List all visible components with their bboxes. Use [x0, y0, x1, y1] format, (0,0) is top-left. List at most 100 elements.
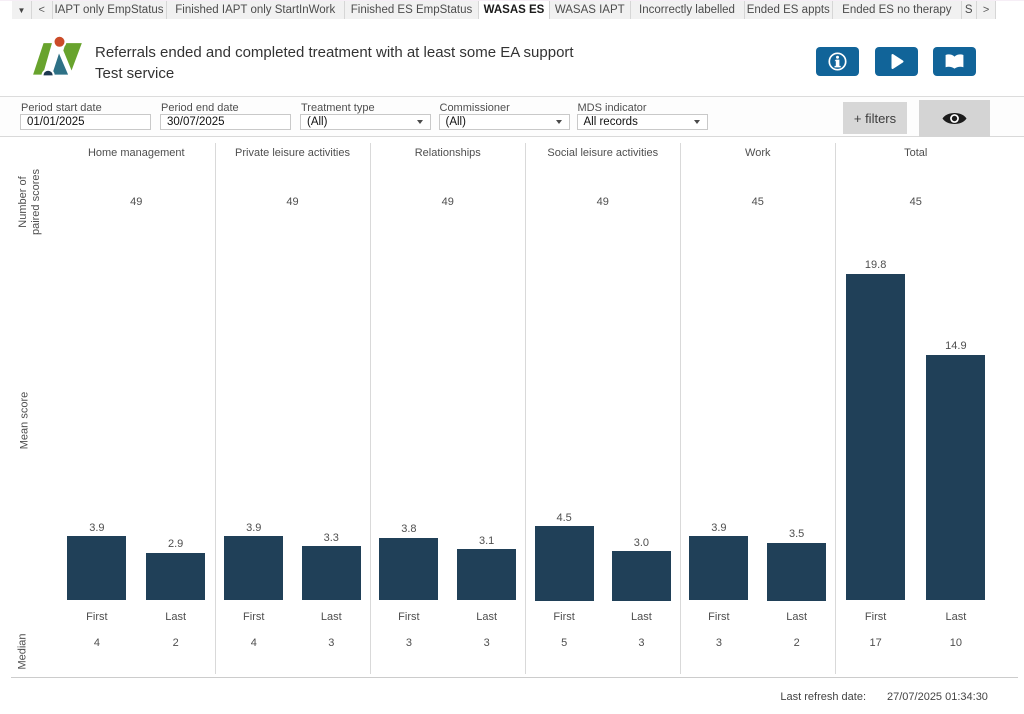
bar-value-label: 3.5 — [788, 528, 805, 541]
row-label-mean-score: Mean score — [18, 391, 31, 449]
tab-wasas-es[interactable]: WASAS ES — [479, 1, 550, 19]
axis-label-last: Last — [476, 610, 498, 623]
column-header-total: Total — [904, 146, 928, 159]
median-value: 3 — [405, 637, 412, 649]
dropdown-caret-icon — [693, 120, 700, 124]
axis-label-last: Last — [165, 610, 187, 623]
bar-total-last[interactable] — [926, 354, 986, 601]
bar-work-first[interactable] — [689, 536, 749, 601]
book-button[interactable] — [933, 47, 976, 76]
tab-finished-iapt-only-startinwork[interactable]: Finished IAPT only StartInWork — [167, 1, 345, 19]
paired-scores-value: 49 — [130, 195, 143, 208]
period-end-date-label: Period end date — [161, 102, 239, 114]
column-separator — [214, 143, 216, 674]
tab-menu-button[interactable]: ▼ — [12, 1, 32, 19]
bar-social-leisure-activities-first[interactable] — [534, 526, 594, 601]
dropdown-caret-icon — [417, 120, 423, 124]
bar-value-label: 4.5 — [556, 511, 572, 524]
median-value: 4 — [93, 637, 100, 649]
median-value: 5 — [561, 637, 568, 649]
tab-scroll-right-icon[interactable]: > — [977, 1, 997, 19]
axis-label-first: First — [553, 610, 575, 623]
axis-label-first: First — [86, 610, 108, 623]
period-end-date-input[interactable]: 30/07/2025 — [160, 114, 291, 130]
axis-label-first: First — [708, 610, 730, 623]
chart-bottom-border — [11, 677, 1018, 678]
axis-label-last: Last — [320, 610, 342, 623]
dashboard-title: Referrals ended and completed treatment … — [95, 44, 574, 61]
eye-icon — [942, 112, 966, 124]
axis-label-last: Last — [630, 610, 652, 623]
more-filters-label: + filters — [853, 110, 897, 126]
column-separator — [679, 143, 681, 674]
tab-finished-es-empstatus[interactable]: Finished ES EmpStatus — [345, 1, 479, 19]
median-value: 17 — [869, 637, 882, 649]
bar-relationships-last[interactable] — [457, 549, 517, 601]
sheet-tab-bar: ▼ < IAPT only EmpStatus Finished IAPT only … — [12, 1, 997, 19]
play-icon — [891, 54, 903, 69]
column-separator — [835, 143, 836, 674]
bar-value-label: 3.9 — [711, 521, 727, 534]
dashboard-subtitle: Test service — [95, 65, 175, 82]
mds-indicator-value: All records — [583, 116, 638, 128]
tab-ended-es-no-therapy[interactable]: Ended ES no therapy — [833, 1, 962, 19]
bar-value-label: 3.1 — [478, 534, 495, 547]
median-value: 3 — [483, 637, 490, 649]
bar-value-label: 3.9 — [89, 521, 105, 534]
commissioner-label: Commissioner — [439, 102, 510, 114]
bar-value-label: 3.0 — [633, 536, 650, 549]
info-icon — [828, 52, 847, 71]
axis-label-last: Last — [945, 610, 967, 623]
bar-value-label: 3.9 — [246, 521, 262, 534]
column-separator — [369, 143, 371, 674]
median-value: 2 — [172, 637, 179, 649]
filter-bar: + filters Period start date 01/01/2025 Per… — [0, 96, 1024, 137]
median-value: 3 — [638, 637, 645, 649]
more-filters-button[interactable]: + filters — [843, 102, 907, 134]
bar-private-leisure-activities-first[interactable] — [224, 536, 284, 601]
paired-scores-value: 49 — [286, 195, 299, 208]
tab-iapt-only-empstatus[interactable]: IAPT only EmpStatus — [53, 1, 167, 19]
column-separator — [525, 143, 526, 674]
axis-label-last: Last — [786, 610, 808, 623]
paired-scores-value: 45 — [909, 195, 922, 208]
mds-indicator-dropdown[interactable]: All records — [576, 114, 708, 130]
last-refresh-value: 27/07/2025 01:34:30 — [887, 691, 988, 703]
last-refresh-label: Last refresh date: — [780, 691, 866, 703]
bar-home-management-last[interactable] — [146, 552, 206, 601]
period-start-date-input[interactable]: 01/01/2025 — [20, 114, 151, 130]
axis-label-first: First — [243, 610, 265, 623]
column-header-private-leisure-activities: Private leisure activities — [235, 146, 350, 159]
info-button[interactable] — [816, 47, 859, 76]
treatment-type-dropdown[interactable]: (All) — [300, 114, 431, 130]
median-value: 4 — [250, 637, 257, 649]
mds-indicator-label: MDS indicator — [577, 102, 647, 114]
bar-home-management-first[interactable] — [67, 536, 127, 601]
tab-s[interactable]: S — [962, 1, 977, 19]
bar-social-leisure-activities-last[interactable] — [611, 551, 671, 601]
paired-scores-value: 49 — [596, 195, 609, 208]
axis-label-first: First — [398, 610, 420, 623]
median-value: 2 — [793, 637, 800, 649]
play-button[interactable] — [874, 47, 918, 76]
period-start-date-value: 01/01/2025 — [27, 116, 85, 128]
tab-incorrectly-labelled[interactable]: Incorrectly labelled — [631, 1, 745, 19]
dropdown-caret-icon — [555, 120, 562, 124]
bar-private-leisure-activities-last[interactable] — [301, 546, 361, 601]
median-value: 3 — [328, 637, 335, 649]
commissioner-value: (All) — [445, 116, 466, 128]
tab-ended-es-appts[interactable]: Ended ES appts — [745, 1, 833, 19]
bar-total-first[interactable] — [846, 273, 906, 601]
bar-relationships-first[interactable] — [379, 537, 439, 601]
bar-value-label: 14.9 — [945, 340, 967, 353]
bar-value-label: 3.8 — [401, 523, 417, 536]
commissioner-dropdown[interactable]: (All) — [438, 114, 570, 130]
show-hide-filters-button[interactable] — [918, 99, 990, 137]
paired-scores-value: 45 — [751, 195, 764, 208]
bar-work-last[interactable] — [767, 542, 827, 601]
tab-wasas-iapt[interactable]: WASAS IAPT — [550, 1, 631, 19]
tab-scroll-left-icon[interactable]: < — [32, 1, 53, 19]
paired-scores-value: 49 — [441, 195, 454, 208]
book-icon — [945, 54, 964, 69]
